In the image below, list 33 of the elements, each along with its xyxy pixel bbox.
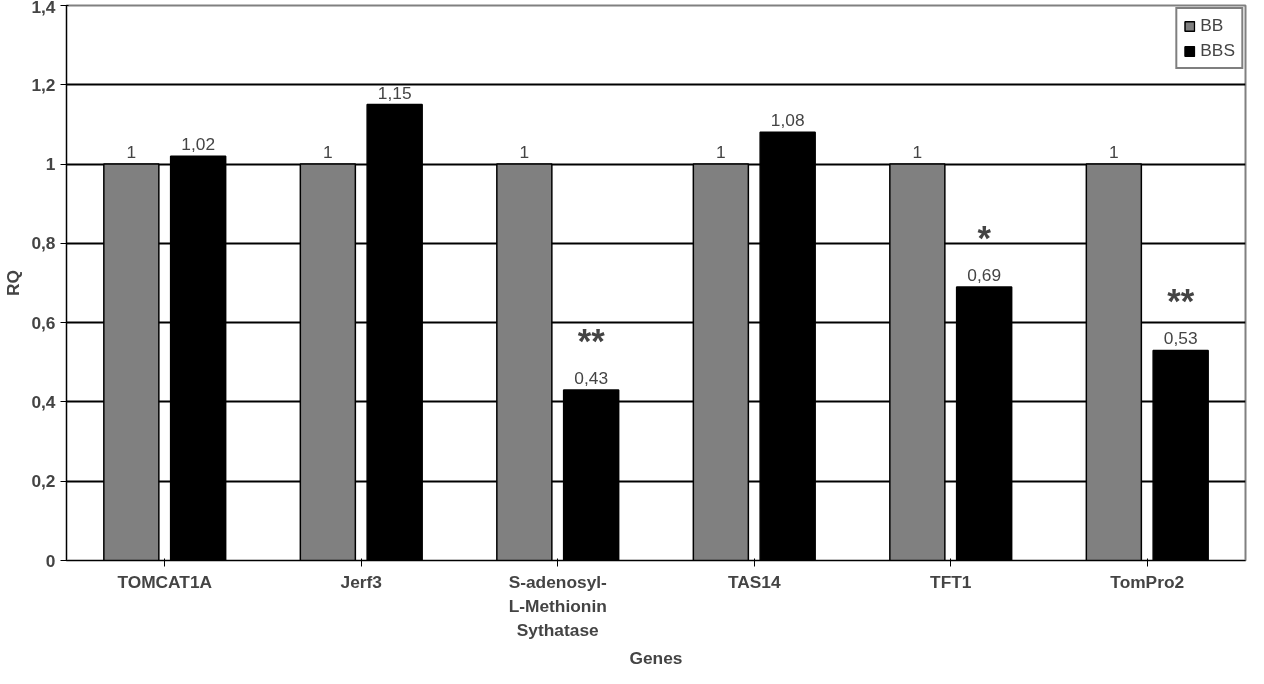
data-label: 1,08 xyxy=(770,110,805,131)
annotation: ** xyxy=(1167,282,1195,321)
y-tick-label: 0,4 xyxy=(31,391,56,412)
y-tick-label: 0,8 xyxy=(31,233,56,254)
x-tick-label: TAS14 xyxy=(727,571,781,592)
x-tick-label: TomPro2 xyxy=(1110,571,1185,592)
x-axis-title: Genes xyxy=(629,647,683,668)
data-label: 1 xyxy=(126,142,137,163)
data-label: 0,43 xyxy=(574,368,609,389)
data-label: 1 xyxy=(716,142,726,163)
annotation: ** xyxy=(577,322,606,361)
legend-label: BBS xyxy=(1200,40,1235,61)
y-axis-title: RQ xyxy=(3,270,24,296)
data-label: 1 xyxy=(1109,142,1119,163)
x-tick-label: S-adenosyl- L-Methionin Sythatase xyxy=(508,571,608,640)
y-tick-label: 0,2 xyxy=(31,471,56,492)
data-label: 1,15 xyxy=(377,82,412,103)
x-tick-label: TOMCAT1A xyxy=(117,571,213,592)
y-tick-label: 1,4 xyxy=(31,0,56,17)
x-tick-label: Jerf3 xyxy=(340,571,383,592)
data-label: 1,02 xyxy=(181,134,216,155)
annotation: * xyxy=(977,218,992,257)
data-label: 1 xyxy=(519,142,530,163)
y-tick-label: 0 xyxy=(45,550,56,571)
y-tick-label: 1,2 xyxy=(31,74,56,95)
x-tick-label: TFT1 xyxy=(930,571,972,592)
data-label: 1 xyxy=(912,142,923,163)
y-tick-label: 0,6 xyxy=(31,312,56,333)
legend-label: BB xyxy=(1200,15,1224,36)
data-label: 0,69 xyxy=(967,264,1002,285)
data-label: 0,53 xyxy=(1163,328,1198,349)
y-tick-label: 1 xyxy=(45,154,56,175)
data-label: 1 xyxy=(323,142,333,163)
